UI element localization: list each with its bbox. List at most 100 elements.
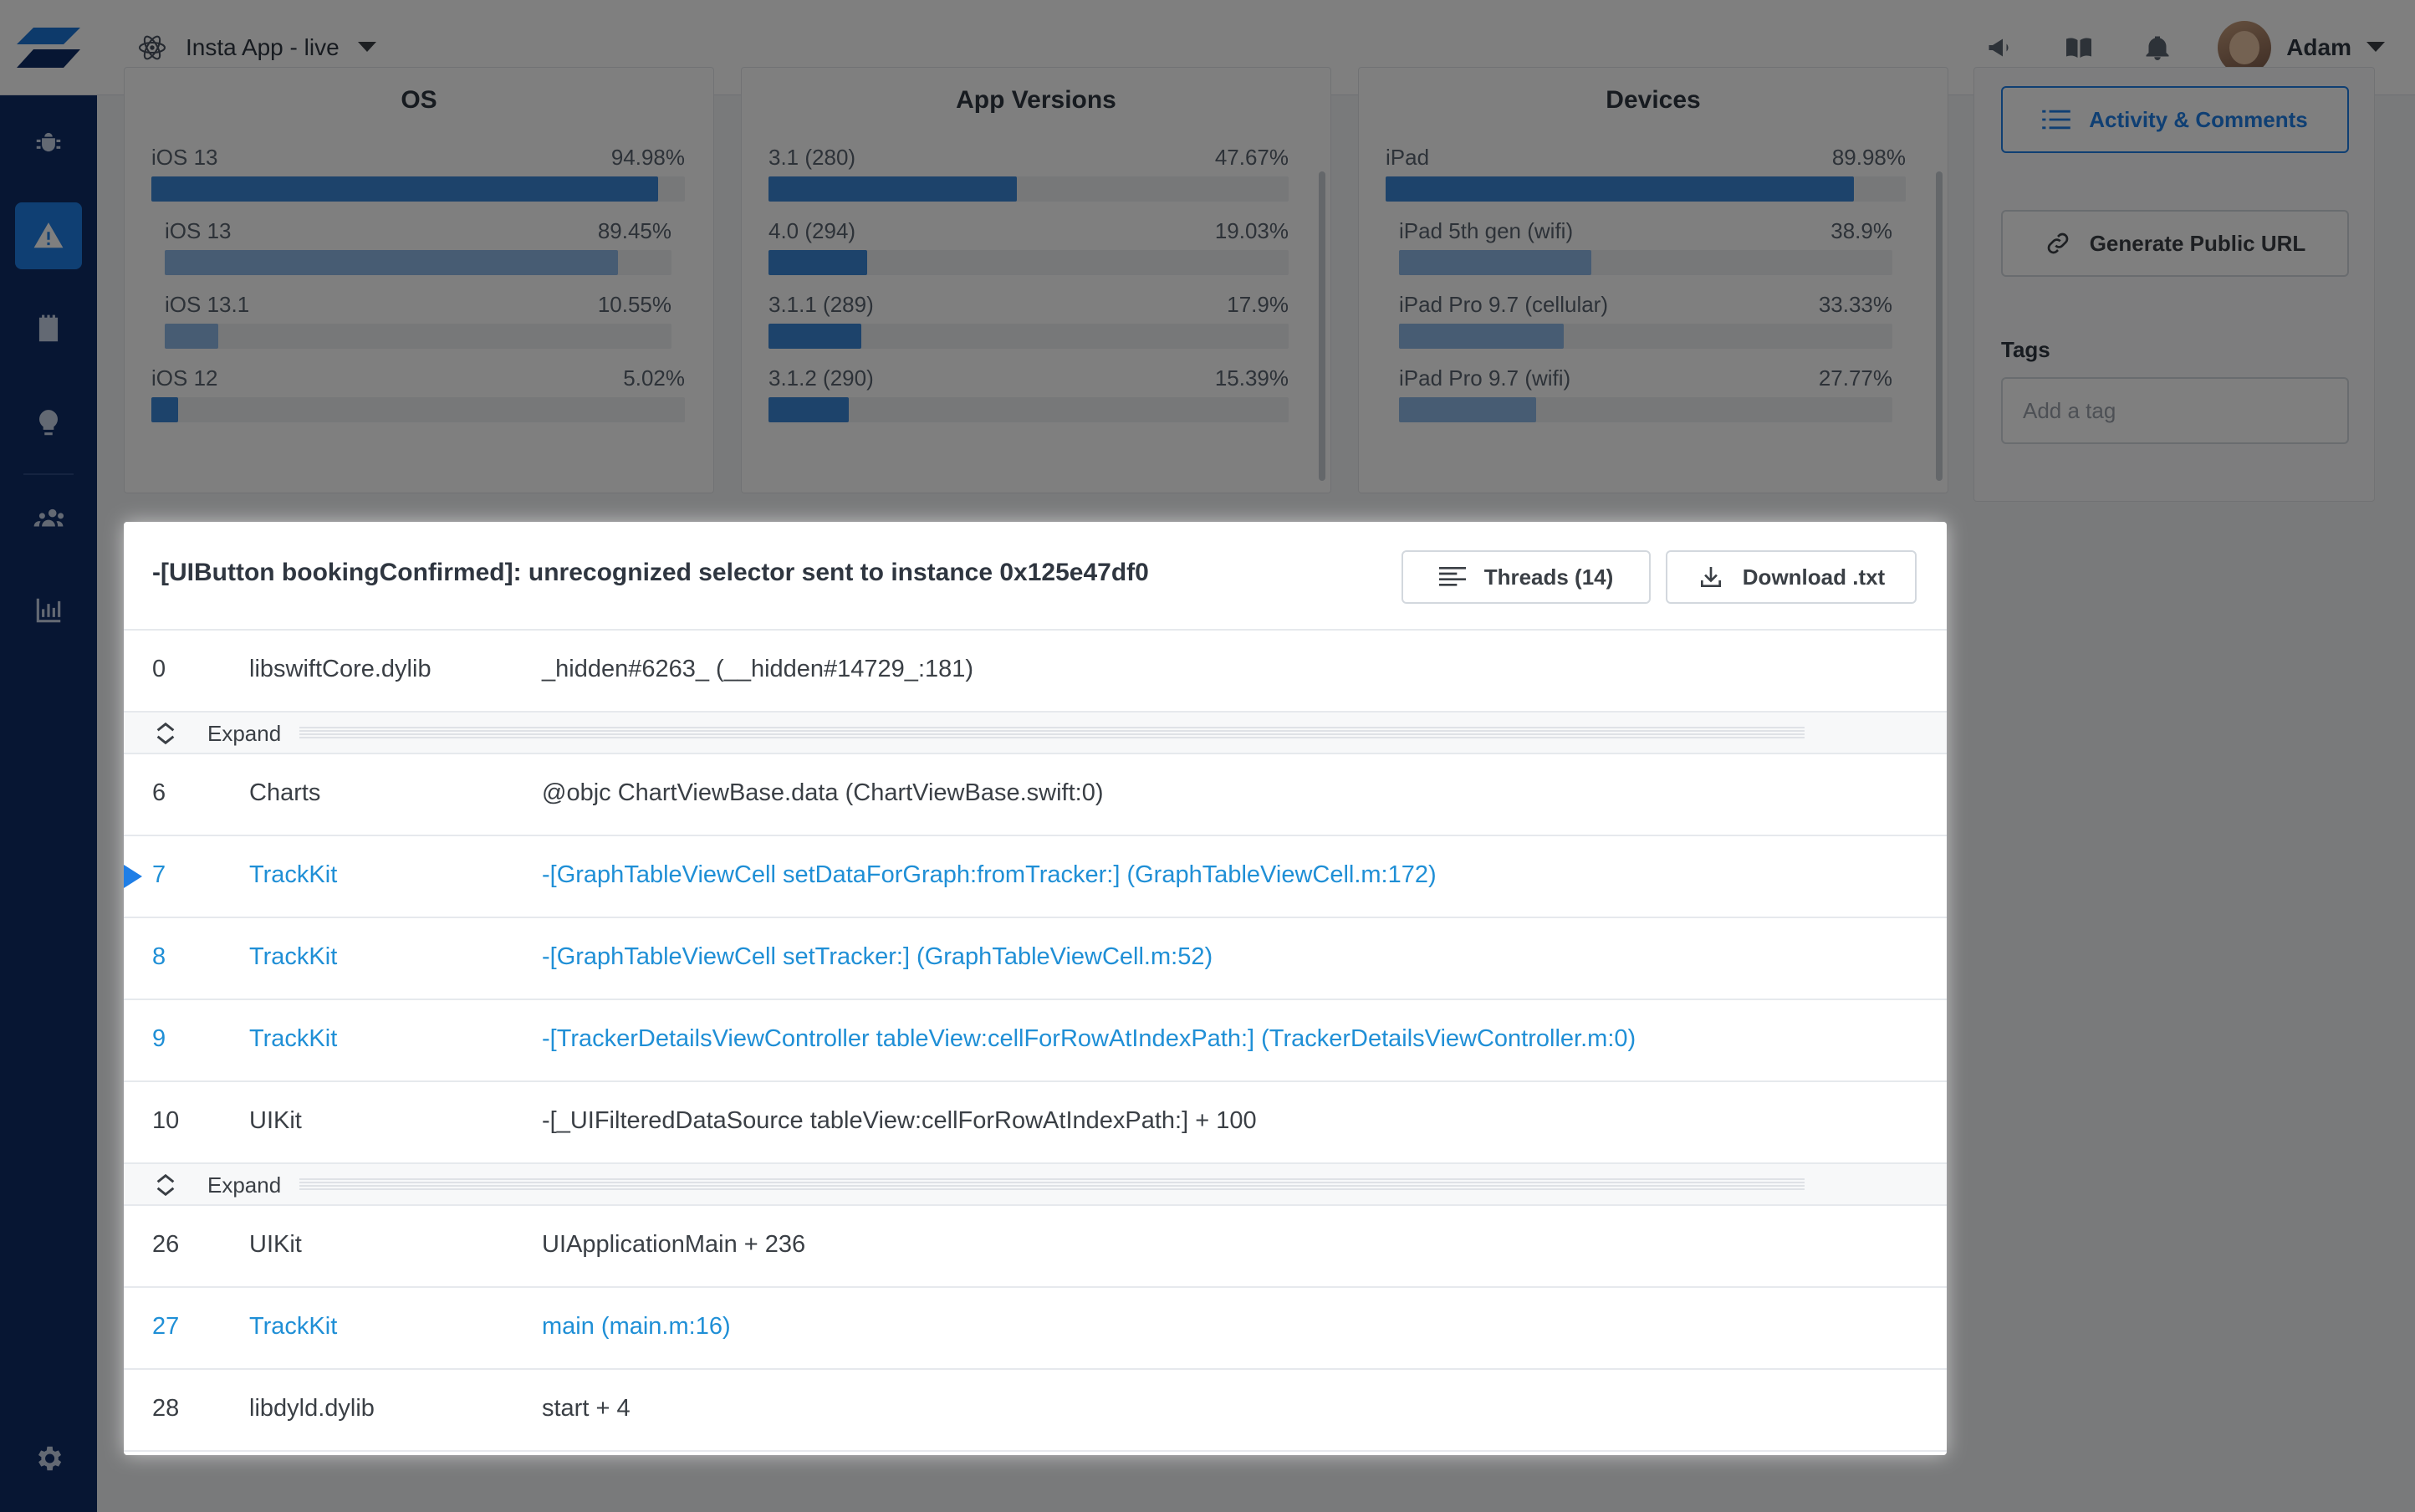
stat-label: 3.1 (280) [768,145,856,170]
scrollbar[interactable] [1936,171,1943,481]
stat-row: iOS 12 5.02% [151,365,685,392]
stat-percent: 15.39% [1214,365,1289,391]
stat-bar-track [768,397,1289,422]
stat-percent: 38.9% [1830,218,1892,243]
sidebar [0,0,97,1512]
stack-frame-row[interactable]: 9 TrackKit -[TrackerDetailsViewController … [124,1000,1947,1082]
stat-bar-track [151,176,685,202]
stack-frame-row[interactable]: 0 libswiftCore.dylib _hidden#6263_ (__hidd… [124,631,1947,713]
current-frame-marker [124,865,142,888]
lightbulb-icon [39,410,58,436]
stack-trace-panel: -[UIButton bookingConfirmed]: unrecogniz… [124,522,1947,1455]
threads-label: Threads (14) [1483,564,1614,590]
bell-icon [2146,36,2169,60]
gear-icon [38,1446,62,1471]
stat-row: iPad 89.98% [1386,145,1906,171]
frame-symbol: UIApplicationMain + 236 [542,1231,806,1258]
sidebar-item-team[interactable] [15,485,82,552]
frame-library: UIKit [249,1231,302,1258]
stat-label: 3.1.2 (290) [768,365,874,391]
sidebar-item-ideas[interactable] [15,390,82,457]
sidebar-item-settings[interactable] [15,1425,82,1492]
book-icon [2066,38,2092,58]
stat-label: iOS 12 [151,365,218,391]
stat-bar-track [1399,250,1892,275]
align-left-icon [1438,567,1466,586]
activity-comments-label: Activity & Comments [2089,106,2308,132]
stack-frame-row[interactable]: 8 TrackKit -[GraphTableViewCell setTracker… [124,918,1947,1000]
stat-row: iOS 13 89.45% [165,218,671,245]
stack-frame-row[interactable]: 27 TrackKit main (main.m:16) [124,1288,1947,1370]
sidebar-item-notes[interactable] [15,296,82,363]
issue-side-panel: Activity & Comments Generate Public URL … [1973,67,2375,502]
expand-frames-row[interactable]: Expand [124,711,1947,754]
card-title: Devices [1606,86,1701,114]
stat-percent: 94.98% [610,145,685,170]
stat-label: 4.0 (294) [768,218,856,243]
stat-row: 3.1.1 (289) 17.9% [768,292,1289,319]
brand-logo[interactable] [0,0,97,95]
list-icon [2042,110,2071,130]
expand-frames-row[interactable]: Expand [124,1162,1947,1206]
stat-percent: 19.03% [1214,218,1289,243]
stat-row: 3.1.2 (290) 15.39% [768,365,1289,392]
stat-row: 4.0 (294) 19.03% [768,218,1289,245]
stack-frame-row[interactable]: 10 UIKit -[_UIFilteredDataSource tableView… [124,1082,1947,1164]
frame-number: 6 [152,779,166,806]
frame-number: 9 [152,1025,166,1052]
stat-bar-track [1399,397,1892,422]
frame-symbol: -[_UIFilteredDataSource tableView:cellFo… [542,1107,1257,1134]
stack-frame-row[interactable]: 26 UIKit UIApplicationMain + 236 [124,1206,1947,1288]
stack-frame-row[interactable]: 6 Charts @objc ChartViewBase.data (ChartVi… [124,754,1947,836]
stat-label: iPad 5th gen (wifi) [1399,218,1574,243]
stat-bar-fill [1399,250,1591,275]
generate-public-url-button[interactable]: Generate Public URL [2001,210,2349,277]
frame-symbol: -[GraphTableViewCell setDataForGraph:fro… [542,861,1437,888]
notifications-button[interactable] [2139,29,2176,66]
chevron-down-icon[interactable] [2366,42,2385,54]
collapsed-frames-indicator [299,727,1805,740]
sidebar-item-analytics[interactable] [15,577,82,644]
frame-library: libswiftCore.dylib [249,656,431,682]
stat-row: iPad Pro 9.7 (wifi) 27.77% [1399,365,1892,392]
download-txt-button[interactable]: Download .txt [1666,550,1917,604]
frame-number: 0 [152,656,166,682]
notes-icon [38,314,59,342]
app-versions-card: App Versions 3.1 (280) 47.67% 4.0 (294) 19.… [741,67,1331,493]
app-switcher[interactable]: Insta App - live [137,30,376,65]
stat-bar-fill [768,176,1017,202]
collapsed-frames-indicator [299,1178,1805,1192]
announcements-button[interactable] [1982,29,2019,66]
frame-library: TrackKit [249,1313,338,1340]
tag-input[interactable]: Add a tag [2001,377,2349,444]
user-name[interactable]: Adam [2286,34,2351,60]
stack-frame-row[interactable]: 7 TrackKit -[GraphTableViewCell setDataFor… [124,836,1947,918]
stat-label: iOS 13.1 [165,292,250,317]
stat-label: 3.1.1 (289) [768,292,874,317]
stat-bar-track [165,250,671,275]
frame-number: 26 [152,1231,180,1258]
frame-symbol: -[GraphTableViewCell setTracker:] (Graph… [542,943,1213,970]
sidebar-item-bugs[interactable] [15,109,82,176]
stack-frame-row[interactable]: 28 libdyld.dylib start + 4 [124,1370,1947,1452]
frame-symbol: -[TrackerDetailsViewController tableView… [542,1025,1636,1052]
threads-button[interactable]: Threads (14) [1402,550,1651,604]
stack-trace-header: -[UIButton bookingConfirmed]: unrecogniz… [124,522,1947,631]
stat-bar-track [1386,176,1906,202]
scrollbar[interactable] [1319,171,1325,481]
stat-row: iPad Pro 9.7 (cellular) 33.33% [1399,292,1892,319]
stat-bar-fill [1399,397,1536,422]
stat-bar-fill [151,397,179,422]
stat-bar-track [768,324,1289,349]
sidebar-item-crashes[interactable] [15,202,82,269]
docs-button[interactable] [2060,29,2097,66]
frame-number: 10 [152,1107,180,1134]
stat-bar-fill [768,250,868,275]
stat-bar-fill [1399,324,1564,349]
frame-library: TrackKit [249,861,338,888]
frame-number: 8 [152,943,166,970]
tags-label: Tags [2001,337,2050,362]
team-icon [33,508,64,527]
stat-row: iPad 5th gen (wifi) 38.9% [1399,218,1892,245]
activity-comments-button[interactable]: Activity & Comments [2001,86,2349,153]
